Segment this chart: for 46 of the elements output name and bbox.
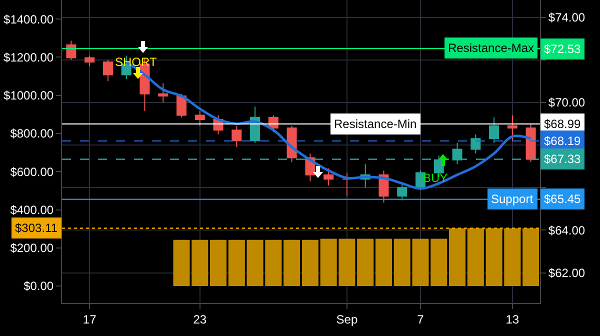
bar [302, 240, 318, 286]
y2-tick-label: $64.00 [548, 223, 586, 238]
annotation: Resistance-Max [448, 41, 534, 55]
ref-line-label: $303.11 [15, 221, 58, 235]
candlestick [526, 123, 536, 163]
y2-tick-label: $70.00 [548, 96, 586, 110]
y-tick-label: $1000.00 [4, 88, 54, 103]
y-tick-label: $200.00 [10, 241, 54, 256]
x-tick-label: 23 [193, 312, 207, 326]
bar [210, 240, 227, 286]
ref-line-label: $65.45 [544, 192, 582, 206]
x-tick-label: Sep [336, 312, 358, 326]
ref-line-label: $72.53 [544, 42, 582, 56]
ref-line-label: $68.99 [544, 117, 582, 131]
candlestick [102, 59, 113, 82]
y-tick-label: $800.00 [10, 126, 54, 141]
y-tick-label: $0.00 [24, 279, 54, 294]
candlestick [66, 40, 76, 60]
y2-tick-label: $62.00 [548, 266, 586, 280]
ref-line-label: $68.19 [544, 134, 582, 148]
y-tick-label: $400.00 [10, 202, 54, 217]
y-tick-label: $1400.00 [4, 12, 54, 26]
x-tick-label: 7 [417, 312, 424, 326]
annotation: Resistance-Min [334, 117, 417, 131]
bar [357, 238, 374, 286]
bar [284, 240, 300, 286]
candlestick [507, 114, 518, 142]
y2-tick-label: $74.00 [548, 10, 586, 24]
bar [449, 228, 466, 286]
bar [375, 238, 392, 286]
candlestick [194, 110, 205, 126]
y-tick-label: $600.00 [10, 164, 54, 179]
bar [228, 240, 245, 286]
candlestick [470, 134, 481, 154]
candlestick [397, 182, 408, 201]
candlestick [489, 116, 500, 144]
ref-line-label: $67.33 [544, 152, 582, 166]
y-tick-label: $1200.00 [4, 50, 54, 64]
bar [522, 228, 540, 286]
candlestick [232, 125, 242, 148]
candlestick [84, 55, 95, 67]
candlestick [158, 82, 168, 103]
x-tick-label: 13 [506, 312, 520, 326]
bar [467, 228, 484, 286]
x-tick-label: 17 [82, 312, 97, 326]
annotation: Support [491, 192, 534, 206]
